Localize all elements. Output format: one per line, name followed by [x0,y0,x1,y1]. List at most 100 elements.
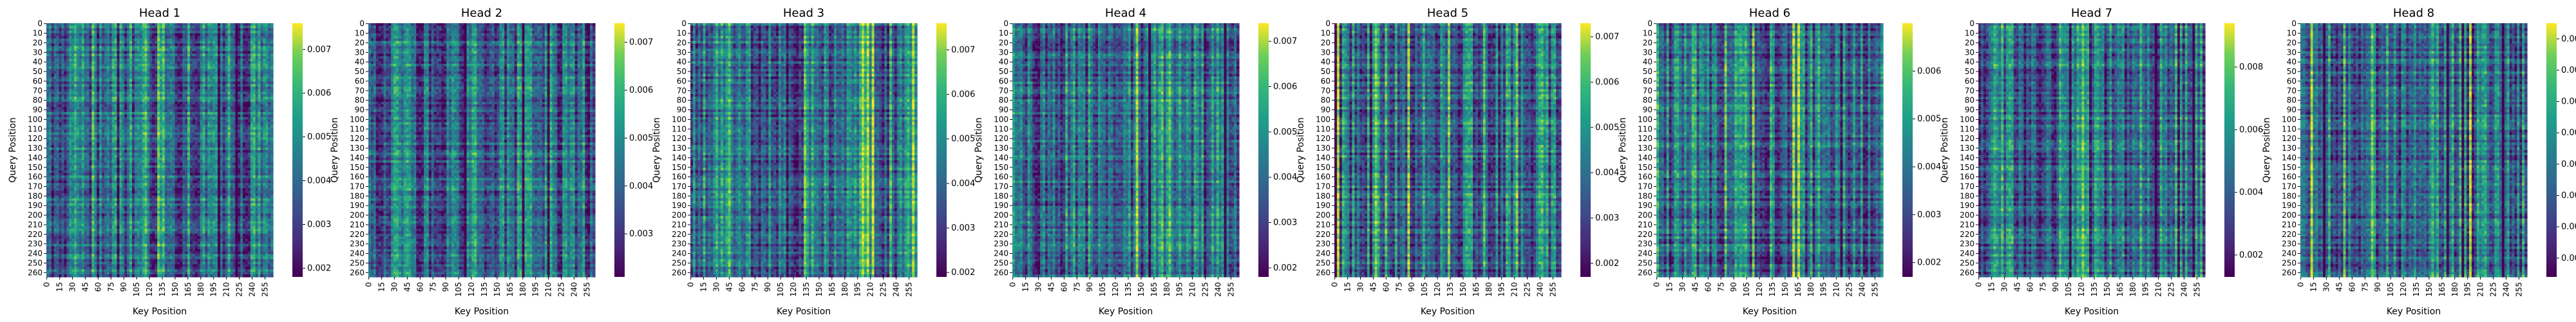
heatmap-cell [59,56,62,59]
heatmap-cell [190,77,193,80]
heatmap-cell [66,97,70,100]
heatmap-cell [243,91,246,95]
heatmap-cell [107,97,110,100]
heatmap-cell [94,77,97,80]
heatmap-cell [127,74,130,77]
heatmap-cell [82,89,85,92]
heatmap-cell [129,39,133,42]
heatmap-cell [177,51,180,54]
heatmap-cell [107,61,110,64]
heatmap-cell [205,82,208,85]
heatmap-cell [137,89,140,92]
heatmap-cell [135,48,138,52]
heatmap-cell [87,31,90,34]
heatmap-cell [94,71,97,75]
heatmap-cell [175,97,178,100]
heatmap-cell [187,56,191,59]
heatmap-cell [66,94,70,97]
heatmap-cell [94,39,97,42]
heatmap-cell [84,99,88,102]
heatmap-cell [160,53,163,57]
heatmap-cell [54,56,57,59]
heatmap-cell [228,23,231,26]
heatmap-cell [91,64,95,67]
heatmap-cell [147,102,150,105]
heatmap-cell [119,84,122,88]
heatmap-cell [248,53,251,57]
heatmap-cell [268,82,271,85]
heatmap-cell [147,46,150,49]
heatmap-cell [215,23,218,26]
heatmap-cell [195,64,198,67]
heatmap-cell [170,46,173,49]
heatmap-cell [149,79,153,82]
heatmap-cell [265,102,269,105]
heatmap-cell [200,94,204,97]
heatmap-cell [61,71,64,75]
heatmap-cell [245,77,249,80]
heatmap-cell [49,33,52,37]
heatmap-cell [127,87,130,90]
heatmap-cell [104,39,108,42]
heatmap-cell [187,64,191,67]
heatmap-cell [122,33,125,37]
heatmap-cell [218,46,221,49]
heatmap-cell [198,44,201,47]
heatmap-cell [245,59,249,62]
heatmap-cell [99,107,102,110]
heatmap-cell [195,94,198,97]
heatmap-cell [193,84,196,88]
chart-title: Head 1 [139,6,180,20]
heatmap-cell [215,94,218,97]
heatmap-cell [145,74,148,77]
heatmap-cell [210,23,213,26]
heatmap-cell [187,82,191,85]
heatmap-cell [112,84,115,88]
heatmap-cell [61,107,64,110]
heatmap-cell [97,44,100,47]
heatmap-cell [243,28,246,32]
heatmap-cell [265,33,269,37]
heatmap-cell [57,51,60,54]
heatmap-cell [205,79,208,82]
heatmap-cell [112,53,115,57]
heatmap-cell [79,79,82,82]
heatmap-cell [124,91,128,95]
heatmap-cell [129,79,133,82]
heatmap-cell [175,31,178,34]
heatmap-cell [142,94,146,97]
heatmap-cell [258,53,261,57]
heatmap-cell [74,97,77,100]
heatmap-cell [182,102,185,105]
heatmap-cell [258,28,261,32]
heatmap-cell [218,104,221,108]
heatmap-cell [260,64,263,67]
heatmap-cell [177,56,180,59]
heatmap-cell [198,97,201,100]
heatmap-cell [119,69,122,72]
heatmap-cell [190,107,193,110]
heatmap-cell [142,46,146,49]
heatmap-cell [253,77,256,80]
heatmap-cell [64,48,67,52]
heatmap-cell [127,48,130,52]
heatmap-cell [240,87,243,90]
heatmap-cell [223,26,226,29]
heatmap-cell [248,36,251,39]
heatmap-cell [142,69,146,72]
heatmap-cell [87,59,90,62]
heatmap-cell [225,77,229,80]
heatmap-cell [175,71,178,75]
heatmap-cell [182,104,185,108]
heatmap-cell [46,84,50,88]
heatmap-cell [82,44,85,47]
heatmap-cell [64,71,67,75]
heatmap-cell [240,31,243,34]
heatmap-cell [99,79,102,82]
heatmap-cell [49,71,52,75]
heatmap-cell [263,89,266,92]
heatmap-cell [102,23,105,26]
heatmap-cell [132,44,135,47]
heatmap-cell [107,56,110,59]
heatmap-cell [82,104,85,108]
